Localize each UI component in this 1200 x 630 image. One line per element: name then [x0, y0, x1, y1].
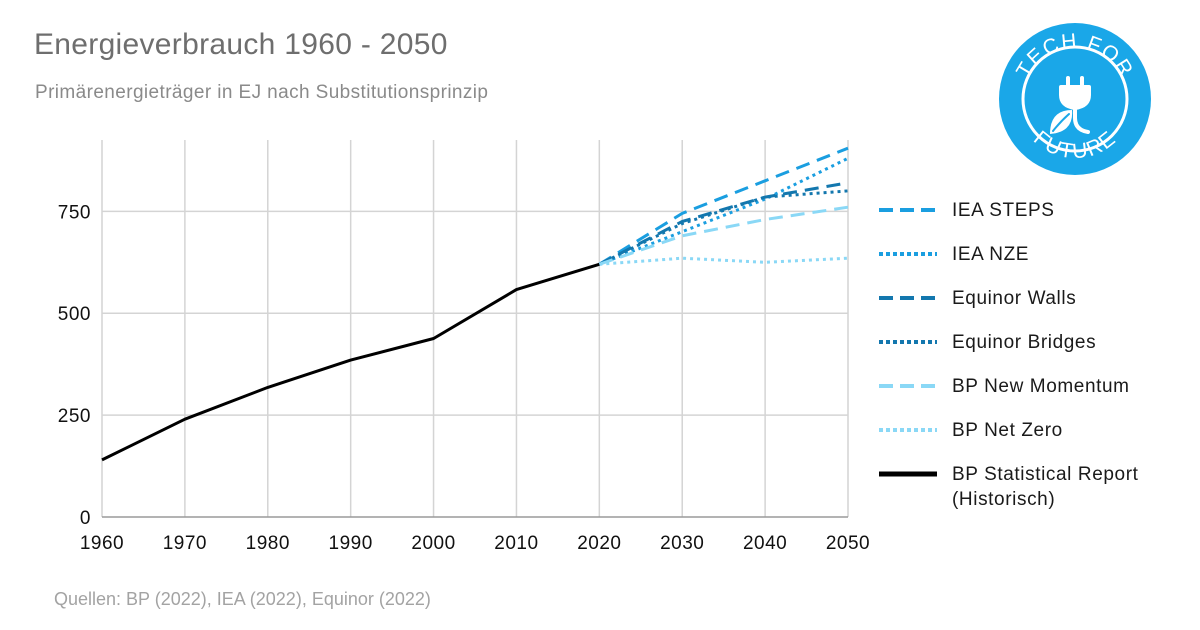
- tick-layer: 1960 1970 1980 1990 2000 2010 2020 2030 2040 2050…: [58, 202, 870, 554]
- plug-leaf-icon: [1050, 76, 1091, 134]
- x-tick-label: 1980: [246, 533, 290, 554]
- legend-swatch: [879, 471, 937, 477]
- y-tick-label: 250: [58, 406, 91, 427]
- page-title: Energieverbrauch 1960 - 2050: [34, 28, 448, 61]
- series-line-5: [599, 256, 849, 266]
- series-line-6: [101, 262, 600, 462]
- legend-item: Equinor Walls: [878, 286, 1182, 311]
- x-tick-label: 1990: [329, 533, 373, 554]
- x-tick-label: 2010: [494, 533, 538, 554]
- legend-item: IEA STEPS: [878, 198, 1182, 223]
- legend-swatch: [879, 252, 937, 256]
- source-note: Quellen: BP (2022), IEA (2022), Equinor …: [54, 589, 431, 609]
- series-line-3: [598, 189, 849, 266]
- grid-layer: [101, 140, 849, 518]
- y-tick-label: 0: [80, 508, 91, 529]
- page-subtitle: Primärenergieträger in EJ nach Substitut…: [35, 82, 489, 103]
- legend-label: IEA NZE: [952, 244, 1030, 265]
- y-tick-label: 750: [58, 202, 91, 223]
- legend-label: BP Net Zero: [952, 420, 1063, 441]
- x-tick-label: 1970: [163, 533, 207, 554]
- series-line-1: [598, 156, 849, 266]
- legend-item: IEA NZE: [878, 242, 1182, 267]
- legend-swatch: [879, 428, 937, 432]
- x-tick-label: 2030: [660, 533, 704, 554]
- x-tick-label: 2040: [743, 533, 787, 554]
- legend-item: BP Net Zero: [878, 418, 1182, 443]
- legend-label: Equinor Bridges: [952, 332, 1097, 353]
- legend-swatch: [879, 208, 937, 212]
- legend-label: IEA STEPS: [952, 200, 1055, 221]
- x-tick-label: 2020: [577, 533, 621, 554]
- series-line-0: [598, 146, 849, 266]
- legend-item: Equinor Bridges: [878, 330, 1182, 355]
- x-tick-label: 1960: [80, 533, 124, 554]
- x-tick-label: 2050: [826, 533, 870, 554]
- y-tick-label: 500: [58, 304, 91, 325]
- legend-label: Equinor Walls: [952, 288, 1077, 309]
- legend-label: BP Statistical Report (Historisch): [952, 464, 1139, 510]
- series-layer: [101, 146, 849, 462]
- legend-swatch: [879, 384, 937, 388]
- series-line-2: [598, 181, 849, 266]
- legend-item: BP New Momentum: [878, 374, 1182, 399]
- legend-item: BP Statistical Report (Historisch): [878, 462, 1182, 512]
- tech-for-future-logo: TECH FOR FUTURE: [999, 23, 1151, 175]
- x-tick-label: 2000: [411, 533, 455, 554]
- legend-swatch: [879, 340, 937, 344]
- legend-swatch: [879, 296, 937, 300]
- legend-label: BP New Momentum: [952, 376, 1130, 397]
